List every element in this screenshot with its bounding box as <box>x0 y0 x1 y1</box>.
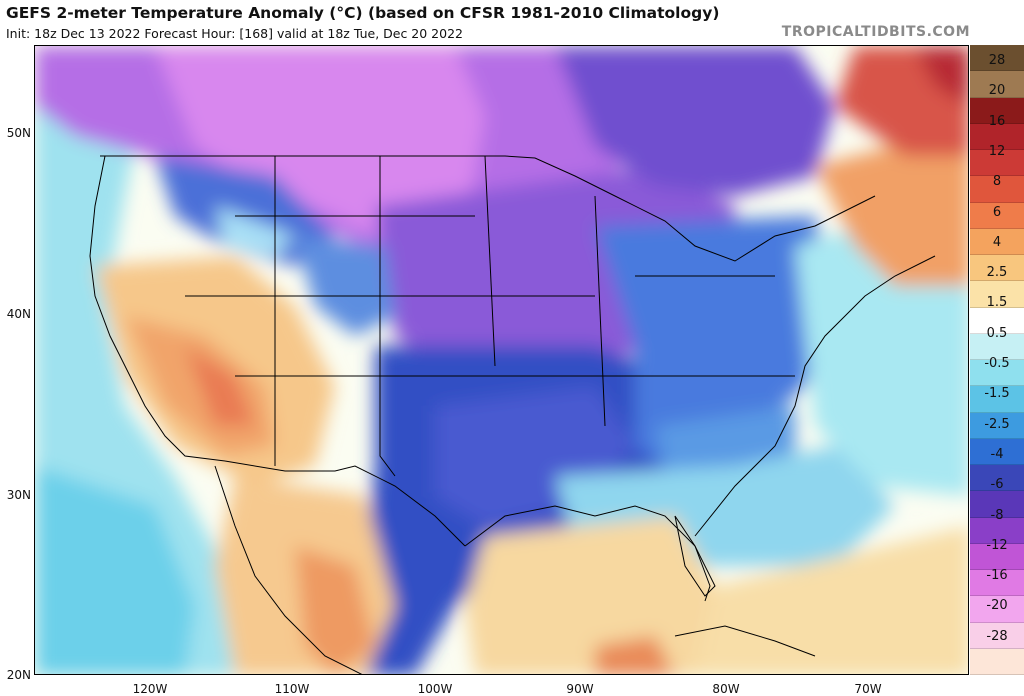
colorbar-tick-label: -16 <box>986 568 1008 584</box>
colorbar-swatch <box>970 465 1024 492</box>
colorbar-swatch <box>970 491 1024 518</box>
colorbar-swatch <box>970 517 1024 544</box>
map-title: GEFS 2-meter Temperature Anomaly (°C) (b… <box>6 4 720 22</box>
colorbar-swatch <box>970 176 1024 203</box>
colorbar-swatch <box>970 543 1024 570</box>
colorbar-tick-label: 2.5 <box>986 265 1008 281</box>
lon-label-120w: 120W <box>132 682 168 696</box>
colorbar-tick-label: -12 <box>986 537 1008 553</box>
boundary-lines <box>89 155 936 674</box>
colorbar-swatch <box>970 412 1024 439</box>
colorbar-tick-label: -20 <box>986 598 1008 614</box>
colorbar-tick-label: -28 <box>986 628 1008 644</box>
colorbar-tick-label: -0.5 <box>984 356 1010 371</box>
colorbar-swatch <box>970 596 1024 623</box>
lat-label-40n: 40N <box>6 307 31 321</box>
colorbar-tick-label: -1.5 <box>984 386 1010 402</box>
colorbar-swatch <box>970 570 1024 597</box>
colorbar-swatch <box>970 228 1024 255</box>
lat-label-50n: 50N <box>6 126 31 140</box>
lon-label-90w: 90W <box>566 682 594 696</box>
colorbar-tick-label: -2.5 <box>984 416 1010 432</box>
lat-label-30n: 30N <box>6 488 31 502</box>
lat-label-20n: 20N <box>6 668 31 682</box>
colorbar-tick-label: 12 <box>988 143 1006 159</box>
colorbar-tick-label: 28 <box>988 53 1006 68</box>
colorbar-tick-label: -4 <box>990 446 1004 462</box>
colorbar-tick-label: 20 <box>988 83 1006 99</box>
colorbar-swatch <box>970 97 1024 124</box>
colorbar-swatch <box>970 123 1024 150</box>
colorbar-tick-label: -8 <box>990 507 1004 523</box>
colorbar-swatch <box>970 622 1024 649</box>
colorbar-swatch <box>970 45 1024 72</box>
map-canvas <box>35 46 968 674</box>
colorbar-swatch <box>970 281 1024 308</box>
colorbar-swatch <box>970 648 1024 675</box>
colorbar-swatch <box>970 150 1024 177</box>
colorbar-legend: 28 20 16 12 8 6 4 2.5 1.5 0.5 -0.5 -1.5 -2.5 -4 -6 -8 -1… <box>970 45 1024 675</box>
colorbar-tick-label: 6 <box>992 204 1002 220</box>
brand-watermark: TROPICALTIDBITS.COM <box>781 24 970 40</box>
colorbar-tick-label: 16 <box>988 113 1006 129</box>
colorbar-tick-label: 4 <box>992 234 1002 250</box>
map-subtitle: Init: 18z Dec 13 2022 Forecast Hour: [16… <box>6 26 463 41</box>
colorbar-swatch <box>970 438 1024 465</box>
colorbar-swatch <box>970 333 1024 360</box>
colorbar-swatch <box>970 202 1024 229</box>
colorbar-tick-label: 0.5 <box>986 325 1008 341</box>
lon-label-70w: 70W <box>854 682 882 696</box>
lon-label-110w: 110W <box>274 682 310 696</box>
lon-label-100w: 100W <box>417 682 453 696</box>
colorbar-tick-label: -6 <box>990 477 1004 493</box>
anomaly-map <box>34 45 969 675</box>
colorbar-swatch <box>970 360 1024 387</box>
colorbar-swatch <box>970 307 1024 334</box>
colorbar-swatch <box>970 255 1024 282</box>
colorbar-swatch <box>970 71 1024 98</box>
colorbar-tick-label: 1.5 <box>986 295 1008 311</box>
colorbar-tick-label: 8 <box>992 174 1002 190</box>
colorbar-swatch <box>970 386 1024 413</box>
lon-label-80w: 80W <box>712 682 740 696</box>
